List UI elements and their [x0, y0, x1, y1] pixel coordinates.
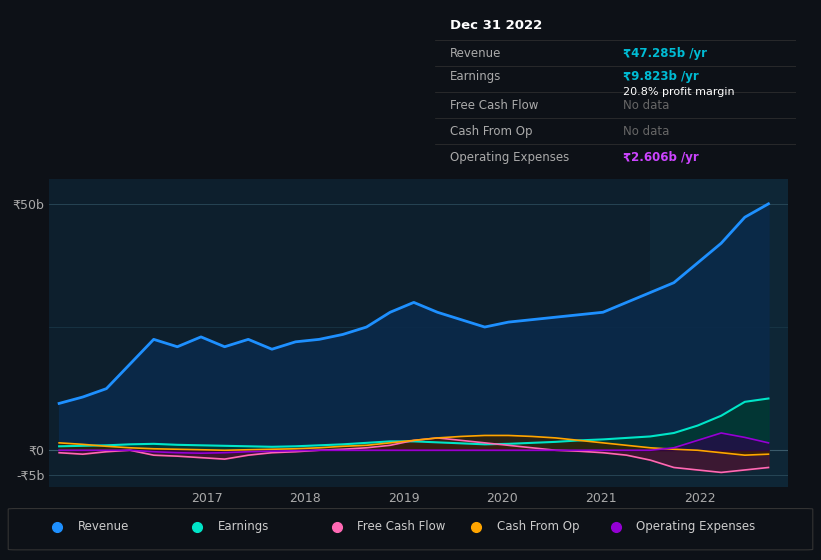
Text: Cash From Op: Cash From Op — [497, 520, 579, 533]
Text: ₹2.606b /yr: ₹2.606b /yr — [623, 151, 699, 164]
Text: No data: No data — [623, 125, 669, 138]
Text: Free Cash Flow: Free Cash Flow — [450, 99, 538, 112]
Text: 20.8% profit margin: 20.8% profit margin — [623, 87, 735, 97]
Text: Cash From Op: Cash From Op — [450, 125, 532, 138]
Text: Earnings: Earnings — [218, 520, 269, 533]
Text: Earnings: Earnings — [450, 69, 501, 83]
Text: Revenue: Revenue — [450, 47, 501, 60]
Text: Free Cash Flow: Free Cash Flow — [357, 520, 446, 533]
Bar — [650, 179, 788, 487]
Text: ₹47.285b /yr: ₹47.285b /yr — [623, 47, 707, 60]
Text: No data: No data — [623, 99, 669, 112]
Text: Operating Expenses: Operating Expenses — [450, 151, 569, 164]
Text: Dec 31 2022: Dec 31 2022 — [450, 19, 542, 32]
Text: ₹9.823b /yr: ₹9.823b /yr — [623, 69, 699, 83]
Text: Operating Expenses: Operating Expenses — [636, 520, 755, 533]
Text: Revenue: Revenue — [78, 520, 130, 533]
